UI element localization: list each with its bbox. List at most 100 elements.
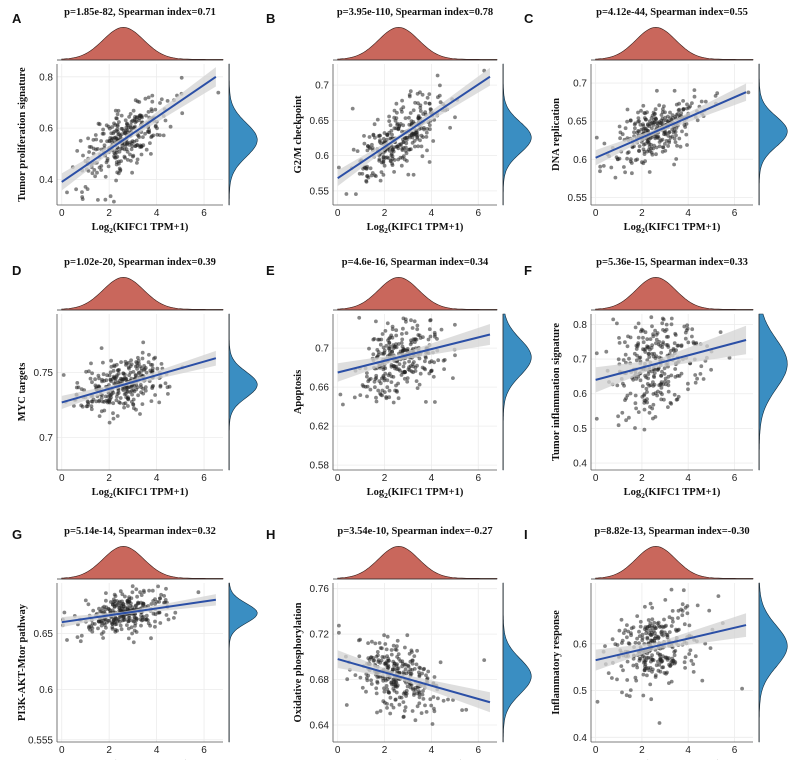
data-point bbox=[433, 400, 437, 404]
data-point bbox=[646, 140, 651, 145]
data-point bbox=[680, 129, 684, 134]
data-point bbox=[112, 121, 116, 126]
data-point bbox=[389, 380, 394, 384]
y-tick-label: 0.65 bbox=[34, 629, 54, 640]
data-point bbox=[661, 145, 666, 150]
data-point bbox=[648, 682, 653, 687]
data-point bbox=[650, 605, 655, 610]
data-point bbox=[109, 131, 114, 136]
x-tick-label: 4 bbox=[154, 745, 160, 756]
data-point bbox=[673, 367, 678, 371]
data-point bbox=[398, 143, 403, 148]
x-tick-label: 2 bbox=[382, 208, 388, 219]
data-point bbox=[688, 648, 693, 653]
data-point bbox=[91, 608, 96, 613]
data-point bbox=[652, 624, 657, 629]
data-point bbox=[620, 690, 624, 695]
data-point bbox=[381, 154, 386, 159]
data-point bbox=[669, 401, 674, 406]
data-point bbox=[381, 157, 386, 162]
data-point bbox=[376, 659, 381, 664]
data-point bbox=[643, 111, 647, 116]
y-tick-label: 0.6 bbox=[573, 155, 587, 166]
y-tick-label: 0.58 bbox=[310, 461, 330, 472]
data-point bbox=[638, 624, 643, 629]
data-point bbox=[88, 376, 93, 381]
data-point bbox=[93, 174, 97, 179]
data-point bbox=[432, 675, 437, 679]
data-point bbox=[663, 148, 668, 153]
data-point bbox=[117, 159, 121, 164]
data-point bbox=[390, 327, 395, 332]
data-point bbox=[118, 589, 123, 594]
data-point bbox=[689, 658, 694, 663]
data-point bbox=[164, 586, 168, 591]
y-tick-label: 0.6 bbox=[39, 124, 53, 135]
data-point bbox=[139, 144, 143, 149]
data-point bbox=[368, 166, 373, 171]
data-point bbox=[649, 697, 654, 702]
data-point bbox=[153, 619, 157, 624]
data-point bbox=[621, 358, 626, 362]
data-point bbox=[681, 99, 685, 103]
data-point bbox=[389, 648, 394, 652]
panel-title: p=1.02e-20, Spearman index=0.39 bbox=[64, 257, 216, 268]
data-point bbox=[645, 345, 650, 350]
data-point bbox=[652, 375, 656, 379]
data-point bbox=[427, 123, 432, 127]
data-point bbox=[90, 629, 95, 634]
data-point bbox=[631, 625, 636, 630]
data-point bbox=[102, 408, 107, 413]
data-point bbox=[405, 159, 409, 163]
data-point bbox=[370, 639, 374, 644]
data-point bbox=[364, 179, 369, 183]
data-point bbox=[603, 644, 607, 648]
data-point bbox=[645, 636, 650, 641]
data-point bbox=[670, 616, 675, 621]
data-point bbox=[453, 322, 457, 327]
data-point bbox=[374, 399, 379, 404]
data-point bbox=[667, 138, 672, 143]
data-point bbox=[115, 112, 120, 117]
data-point bbox=[117, 149, 122, 154]
data-point bbox=[427, 371, 432, 376]
x-tick-label: 4 bbox=[685, 208, 691, 219]
data-point bbox=[662, 397, 666, 402]
data-point bbox=[388, 123, 393, 128]
data-point bbox=[396, 342, 401, 346]
data-point bbox=[122, 154, 127, 159]
data-point bbox=[647, 410, 652, 415]
data-point bbox=[649, 315, 654, 320]
data-point bbox=[79, 633, 84, 638]
data-point bbox=[135, 115, 140, 120]
data-point bbox=[644, 631, 648, 636]
data-point bbox=[374, 395, 378, 400]
data-point bbox=[382, 633, 386, 638]
data-point bbox=[395, 121, 400, 126]
data-point bbox=[126, 395, 130, 399]
data-point bbox=[693, 373, 698, 377]
data-point bbox=[439, 327, 444, 332]
panel-title: p=5.36e-15, Spearman index=0.33 bbox=[596, 257, 748, 268]
data-point bbox=[130, 618, 135, 623]
data-point bbox=[371, 352, 376, 357]
data-point bbox=[377, 641, 382, 645]
data-point bbox=[666, 334, 670, 339]
data-point bbox=[100, 606, 105, 610]
data-point bbox=[632, 351, 637, 356]
data-point bbox=[618, 136, 622, 141]
data-point bbox=[89, 399, 94, 404]
data-point bbox=[659, 632, 664, 637]
data-point bbox=[666, 374, 671, 379]
data-point bbox=[141, 135, 145, 140]
data-point bbox=[693, 380, 698, 385]
y-tick-label: 0.55 bbox=[310, 186, 330, 197]
fit-line bbox=[61, 75, 217, 183]
fit-line bbox=[595, 91, 747, 159]
data-point bbox=[641, 103, 646, 108]
data-point bbox=[81, 153, 85, 158]
x-tick-label: 6 bbox=[732, 473, 738, 484]
data-point bbox=[93, 383, 98, 388]
data-point bbox=[633, 426, 637, 430]
data-point bbox=[120, 126, 125, 131]
